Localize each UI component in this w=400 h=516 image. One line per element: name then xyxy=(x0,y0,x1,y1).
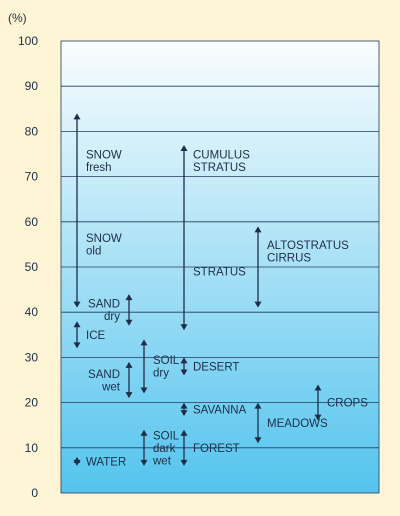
arrow-down-sand-wet xyxy=(125,392,133,399)
label-soil-dark-wet-1: dark xyxy=(153,443,176,455)
arrow-up-meadows xyxy=(254,402,262,409)
arrow-down-savanna xyxy=(180,410,188,417)
range-savanna: SAVANNA xyxy=(180,402,247,417)
y-tick-label-40: 40 xyxy=(25,305,39,319)
arrow-down-meadows xyxy=(254,437,262,444)
label-snow-old-1: old xyxy=(86,246,101,258)
label-crops-0: CROPS xyxy=(327,398,368,410)
arrow-down-ice xyxy=(73,342,81,349)
label-sand-wet-1: wet xyxy=(101,381,121,393)
label-soil-dark-wet-0: SOIL xyxy=(153,430,180,442)
range-desert: DESERT xyxy=(180,357,239,376)
y-tick-label-30: 30 xyxy=(25,350,39,364)
label-altostratus-cirrus-0: ALTOSTRATUS xyxy=(267,240,349,252)
label-cumulus-stratus-1: STRATUS xyxy=(193,162,246,174)
arrow-up-sand-dry xyxy=(125,294,133,301)
arrow-down-soil-dark-wet xyxy=(140,459,148,466)
arrow-up-ice xyxy=(73,321,81,328)
arrow-down-soil-dry xyxy=(140,387,148,394)
label-water-0: WATER xyxy=(86,456,126,468)
arrow-up-soil-dry xyxy=(140,339,148,346)
y-tick-label-20: 20 xyxy=(25,396,39,410)
y-tick-label-70: 70 xyxy=(25,170,39,184)
label-soil-dry-0: SOIL xyxy=(153,355,180,367)
y-axis-unit-label: (%) xyxy=(8,11,27,25)
arrow-up-forest xyxy=(180,429,188,436)
grid-lines xyxy=(61,85,379,449)
range-stratus: STRATUS xyxy=(193,267,246,279)
arrow-down-crops xyxy=(314,414,322,421)
y-tick-label-0: 0 xyxy=(31,486,38,500)
arrow-up-savanna xyxy=(180,402,188,409)
label-savanna-0: SAVANNA xyxy=(193,404,247,416)
y-tick-label-10: 10 xyxy=(25,441,39,455)
label-soil-dark-wet-2: wet xyxy=(152,455,172,467)
label-snow-fresh-0: SNOW xyxy=(86,150,122,162)
arrow-up-sand-wet xyxy=(125,361,133,368)
label-altostratus-cirrus-1: CIRRUS xyxy=(267,252,311,264)
y-tick-label-80: 80 xyxy=(25,124,39,138)
arrow-down-water xyxy=(73,459,81,466)
albedo-ranges: SNOWfreshSNOWoldSANDdryICESANDwetSOILdry… xyxy=(73,113,368,468)
label-sand-wet-0: SAND xyxy=(88,369,120,381)
label-snow-old-0: SNOW xyxy=(86,233,122,245)
label-sand-dry-0: SAND xyxy=(88,299,120,311)
y-tick-label-100: 100 xyxy=(18,34,38,48)
arrow-down-desert xyxy=(180,369,188,376)
arrow-up-soil-dark-wet xyxy=(140,429,148,436)
label-stratus-0: STRATUS xyxy=(193,267,246,279)
range-water: WATER xyxy=(73,456,126,468)
label-ice-0: ICE xyxy=(86,330,106,342)
y-tick-label-90: 90 xyxy=(25,79,39,93)
label-soil-dry-1: dry xyxy=(153,368,169,380)
label-forest-0: FOREST xyxy=(193,443,240,455)
y-tick-label-60: 60 xyxy=(25,215,39,229)
arrow-up-desert xyxy=(180,357,188,364)
range-forest: FOREST xyxy=(180,429,240,466)
arrow-down-snow-fresh xyxy=(73,301,81,308)
label-cumulus-stratus-0: CUMULUS xyxy=(193,150,250,162)
arrow-up-altostratus-cirrus xyxy=(254,226,262,233)
label-desert-0: DESERT xyxy=(193,361,239,373)
arrow-up-crops xyxy=(314,384,322,391)
arrow-down-sand-dry xyxy=(125,319,133,326)
range-ice: ICE xyxy=(73,321,106,349)
arrow-up-cumulus-stratus xyxy=(180,144,188,151)
arrow-up-snow-fresh xyxy=(73,113,81,120)
range-crops: CROPS xyxy=(314,384,368,421)
arrow-down-forest xyxy=(180,459,188,466)
y-axis-ticks: 0 10 20 30 40 50 60 70 80 90 100 xyxy=(18,34,38,500)
arrow-down-altostratus-cirrus xyxy=(254,301,262,308)
y-tick-label-50: 50 xyxy=(25,260,39,274)
range-meadows: MEADOWS xyxy=(254,402,328,444)
label-meadows-0: MEADOWS xyxy=(267,418,328,430)
label-snow-fresh-1: fresh xyxy=(86,162,112,174)
arrow-down-cumulus-stratus xyxy=(180,324,188,331)
label-sand-dry-1: dry xyxy=(104,311,120,323)
